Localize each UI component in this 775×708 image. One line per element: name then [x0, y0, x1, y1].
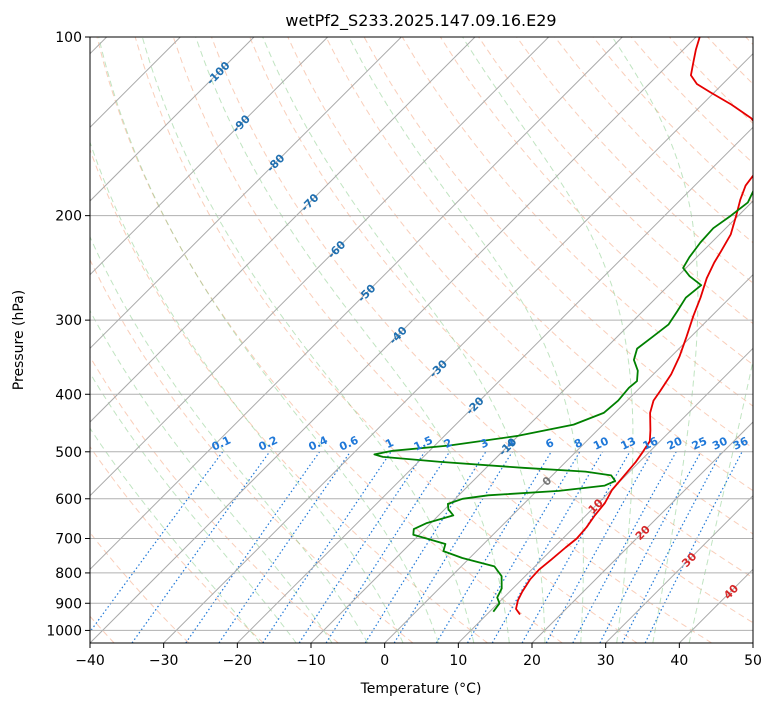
isotherm-16	[384, 273, 753, 643]
isotherm-11	[90, 37, 623, 571]
moist-adiabat-8	[262, 37, 546, 643]
isotherm-18	[531, 421, 753, 643]
mixing-ratio-label-13: 16	[641, 434, 661, 452]
moist-adiabat-6	[141, 37, 475, 643]
isotherm-15	[310, 200, 753, 643]
x-tick-label-5: 10	[449, 653, 467, 669]
moist-adiabat-12	[688, 358, 753, 643]
isotherm-17	[457, 347, 753, 643]
series-line-1	[373, 189, 753, 613]
mixing-ratio-line-12	[521, 451, 631, 643]
dry-adiabat-13	[249, 37, 753, 579]
isotherm-12	[90, 37, 697, 643]
mixing-ratio-label-17: 36	[731, 434, 751, 452]
y-tick-label-7: 800	[55, 566, 82, 582]
x-tick-label-7: 30	[597, 653, 615, 669]
isotherm-10	[90, 37, 550, 497]
mixing-ratio-line-9	[435, 451, 552, 643]
x-tick-label-1: −30	[149, 653, 179, 669]
x-tick-label-6: 20	[523, 653, 541, 669]
moist-adiabat-7	[195, 37, 510, 643]
y-tick-label-8: 900	[55, 596, 82, 612]
y-tick-label-0: 100	[55, 30, 82, 46]
mixing-ratio-line-15	[599, 451, 702, 643]
x-tick-label-0: −40	[75, 653, 105, 669]
moist-adiabat-5	[98, 37, 439, 643]
moist-adiabat-3	[90, 235, 369, 643]
y-tick-label-4: 500	[55, 445, 82, 461]
mixing-ratio-label-16: 30	[710, 434, 730, 452]
isotherm-9	[90, 37, 476, 423]
mixing-ratio-label-11: 10	[591, 434, 611, 452]
chart-title: wetPf2_S233.2025.147.09.16.E29	[285, 11, 556, 31]
plot-frame	[89, 36, 754, 644]
y-tick-label-3: 400	[55, 387, 82, 403]
dry-adiabat-10	[134, 37, 638, 643]
isotherm-14	[236, 126, 753, 643]
moist-adiabat-4	[90, 140, 404, 643]
moist-adiabat-0	[90, 427, 261, 643]
x-tick-label-4: 0	[380, 653, 389, 669]
dry-adiabat-7	[90, 258, 414, 643]
dry-adiabat-11	[172, 37, 712, 643]
y-tick-label-5: 600	[55, 492, 82, 508]
isotherm-6	[90, 37, 255, 202]
moist-adiabat-1	[90, 372, 297, 643]
pressure-gridlines	[90, 37, 753, 631]
isotherms	[90, 37, 753, 643]
mixing-ratio-line-4	[262, 451, 392, 643]
isotherm-7	[90, 37, 329, 276]
x-axis-label: Temperature (°C)	[360, 681, 482, 697]
dry-adiabat-9	[96, 37, 563, 643]
dry-adiabat-6	[90, 355, 339, 643]
dry-adiabat-20	[516, 37, 753, 284]
isotherm-13	[163, 52, 753, 643]
x-tick-label-3: −10	[296, 653, 326, 669]
dry-adiabats	[90, 37, 753, 643]
mixing-ratio-label-14: 20	[665, 434, 685, 452]
profile-series	[373, 37, 753, 616]
y-tick-label-6: 700	[55, 532, 82, 548]
moist-adiabat-2	[90, 309, 333, 643]
mixing-ratio-label-12: 13	[619, 435, 638, 453]
mixing-ratio-line-6	[325, 451, 451, 643]
x-tick-label-2: −20	[223, 653, 253, 669]
isotherm-8	[90, 37, 402, 350]
y-tick-label-1: 200	[55, 209, 82, 225]
plot-area: 0.1 0.2 0.4 0.6 1 1.5 2 3 4 6 8 10 13 16 20 25 30 36-100-…	[90, 37, 753, 643]
y-tick-label-9: 1000	[46, 623, 82, 639]
dry-adiabat-15	[325, 37, 753, 492]
mixing-ratio-line-2	[185, 451, 321, 643]
dry-adiabat-5	[90, 445, 264, 643]
series-line-0	[515, 37, 753, 616]
mixing-ratio-line-13	[545, 451, 653, 643]
mixing-ratio-line-14	[572, 451, 677, 643]
x-tick-label-8: 40	[670, 653, 688, 669]
x-axis: −40 −30 −20 −10 0 10 20 30 40 50	[75, 643, 762, 669]
dry-adiabat-14	[287, 37, 753, 535]
mixing-ratio-line-5	[298, 451, 426, 643]
mixing-ratio-line-3	[218, 451, 351, 643]
mixing-ratio-lines	[90, 451, 743, 643]
mixing-ratio-line-0	[90, 451, 224, 633]
mixing-ratio-line-7	[364, 451, 487, 643]
mixing-ratio-line-17	[644, 451, 743, 643]
dry-adiabat-12	[211, 37, 753, 624]
mixing-ratio-label-15: 25	[690, 435, 709, 453]
mixing-ratio-line-1	[131, 451, 271, 643]
moist-adiabat-10	[462, 37, 634, 643]
y-tick-label-2: 300	[55, 313, 82, 329]
y-axis: 100 200 300 400 500 600 700 800 900 1000	[46, 30, 90, 639]
y-axis-label: Pressure (hPa)	[11, 290, 27, 390]
x-tick-label-9: 50	[744, 653, 762, 669]
isotherm-19	[605, 494, 753, 643]
